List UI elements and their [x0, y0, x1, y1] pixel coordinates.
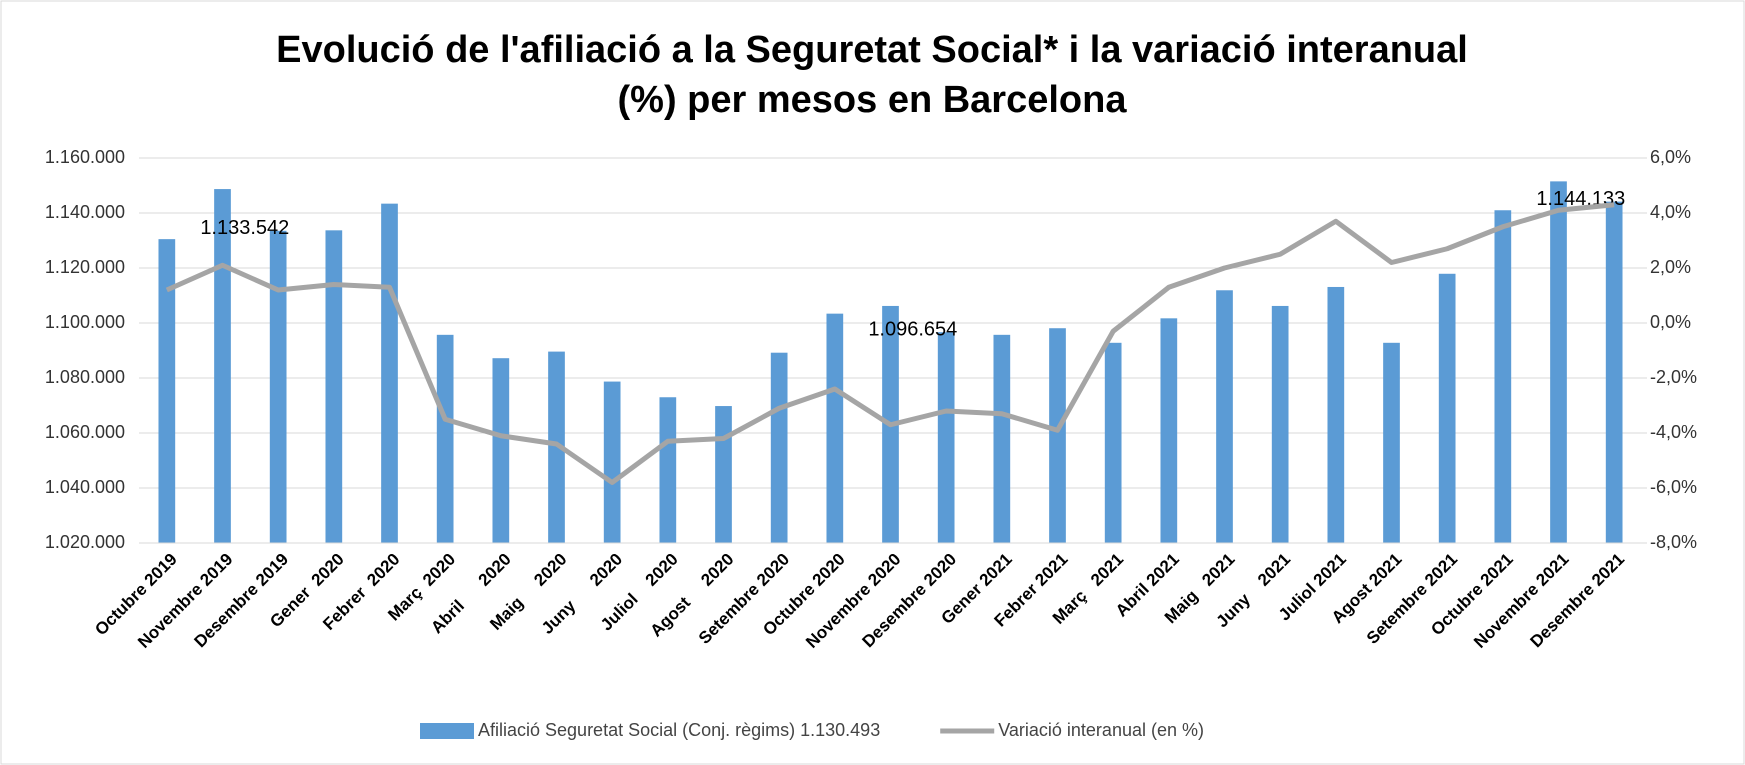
y-tick-label: 1.100.000: [45, 312, 125, 332]
bar: [1494, 210, 1512, 543]
bar: [436, 334, 454, 543]
data-label: 1.096.654: [868, 318, 957, 340]
bar: [1216, 290, 1233, 543]
y-tick-label: 1.080.000: [45, 367, 125, 387]
chart-title: Evolució de l'afiliació a la Seguretat S…: [276, 29, 1468, 71]
bar: [1160, 318, 1178, 543]
bar: [715, 406, 732, 543]
legend-swatch: [420, 723, 474, 739]
bar: [1438, 273, 1456, 543]
y-tick-label: 1.040.000: [45, 477, 125, 497]
bar: [1104, 342, 1122, 543]
bar: [826, 313, 844, 543]
bar: [1327, 286, 1345, 543]
y2-tick-label: 0,0%: [1650, 312, 1691, 332]
bar: [548, 351, 565, 543]
bar: [937, 332, 955, 543]
bar: [1271, 305, 1289, 543]
y2-tick-label: -4,0%: [1650, 422, 1697, 442]
y-tick-label: 1.020.000: [45, 532, 125, 552]
bar: [1049, 328, 1066, 543]
y2-tick-label: 6,0%: [1650, 147, 1691, 167]
bar: [214, 189, 231, 543]
bar: [325, 230, 343, 543]
y-tick-label: 1.120.000: [45, 257, 125, 277]
legend-label: Afiliació Seguretat Social (Conj. règims…: [478, 720, 880, 740]
legend-label: Variació interanual (en %): [998, 720, 1204, 740]
y2-tick-label: -8,0%: [1650, 532, 1697, 552]
chart-title: (%) per mesos en Barcelona: [618, 79, 1128, 121]
bar: [659, 397, 677, 543]
y2-tick-label: -6,0%: [1650, 477, 1697, 497]
data-label: 1.133.542: [200, 217, 289, 239]
bar: [492, 358, 510, 543]
bar: [993, 334, 1011, 543]
line: [165, 202, 1615, 485]
y2-tick-label: 4,0%: [1650, 202, 1691, 222]
bar: [770, 352, 788, 543]
bar: [158, 239, 176, 543]
bar: [381, 203, 398, 543]
y2-tick-label: 2,0%: [1650, 257, 1691, 277]
bar: [1383, 342, 1400, 543]
bar: [269, 230, 287, 543]
y2-tick-label: -2,0%: [1650, 367, 1697, 387]
bar: [1550, 181, 1567, 543]
y-tick-label: 1.160.000: [45, 147, 125, 167]
y-tick-label: 1.140.000: [45, 202, 125, 222]
bar: [1605, 201, 1623, 543]
bar: [603, 381, 621, 543]
y-tick-label: 1.060.000: [45, 422, 125, 442]
